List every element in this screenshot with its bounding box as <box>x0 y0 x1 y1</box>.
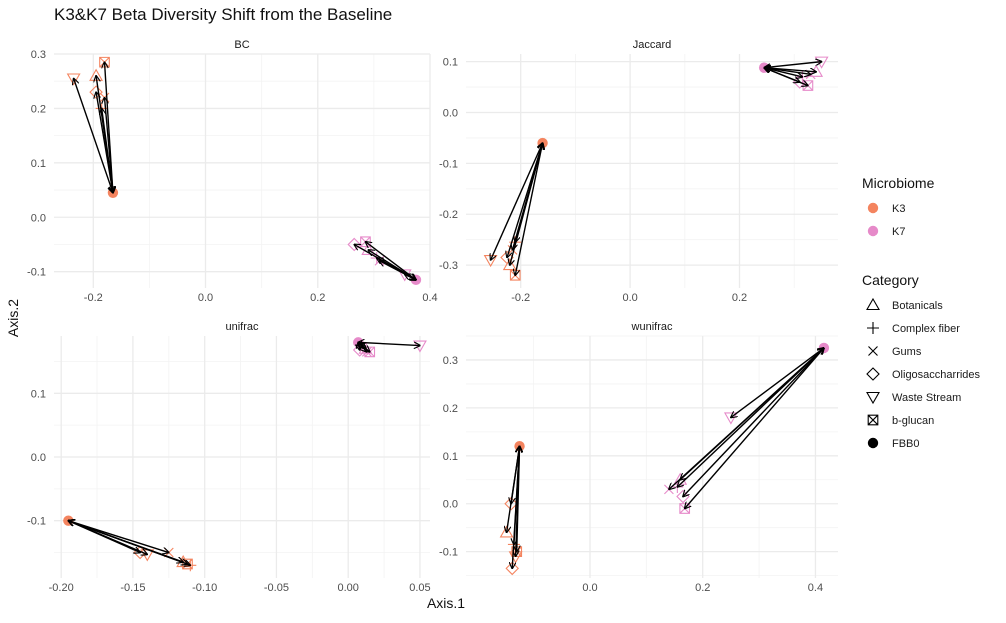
x-tick-label: -0.2 <box>511 292 530 304</box>
facet-title: BC <box>234 39 249 51</box>
shift-arrow <box>358 342 420 345</box>
shift-arrow <box>405 274 416 279</box>
legend-label: Botanicals <box>892 300 943 312</box>
facet-wunifrac: 0.0 0.2 0.4 -0.1 0.0 0.1 0.2 0.3 wunifrac <box>439 321 838 594</box>
legend: Microbiome K3 K7 Category Botanicals Complex … <box>862 175 981 450</box>
legend-title-category: Category <box>862 272 919 288</box>
legend-key-fbb0 <box>867 437 879 449</box>
x-tick-label: 0.0 <box>582 582 597 594</box>
legend-label: Gums <box>892 346 922 358</box>
shift-arrow <box>105 98 113 193</box>
x-tick-label: 0.00 <box>337 582 358 594</box>
shift-arrow <box>512 446 519 568</box>
y-tick-label: -0.2 <box>439 209 458 221</box>
y-tick-label: 0.3 <box>443 355 458 367</box>
facet-bc: -0.2 0.0 0.2 0.4 -0.1 0.0 0.1 0.2 0.3 BC <box>27 39 438 304</box>
legend-key-b-glucan <box>867 414 879 426</box>
y-tick-label: 0.0 <box>443 108 458 120</box>
legend-key-complex-fiber <box>867 322 879 334</box>
shift-arrow <box>68 521 190 566</box>
shift-arrow <box>358 342 362 347</box>
x-tick-label: -0.15 <box>120 582 145 594</box>
facet-jaccard: -0.2 0.0 0.2 -0.3 -0.2 -0.1 0.0 0.1 Jaccard <box>439 39 838 304</box>
y-tick-label: 0.2 <box>443 403 458 415</box>
x-tick-label: 0.0 <box>622 292 637 304</box>
shift-arrow <box>365 242 416 280</box>
shift-arrow <box>764 62 821 68</box>
legend-label: Waste Stream <box>892 392 961 404</box>
facet-title: unifrac <box>225 321 259 333</box>
x-tick-label: 0.2 <box>732 292 747 304</box>
y-tick-label: 0.0 <box>31 212 46 224</box>
y-tick-label: 0.2 <box>31 103 46 115</box>
x-tick-label: -0.05 <box>264 582 289 594</box>
category-point-waste-stream <box>483 254 498 268</box>
x-axis-label: Axis.1 <box>427 595 465 611</box>
y-tick-label: 0.1 <box>443 451 458 463</box>
y-tick-label: 0.1 <box>443 57 458 69</box>
x-tick-label: 0.2 <box>695 582 710 594</box>
x-tick-label: -0.10 <box>192 582 217 594</box>
shift-arrow <box>764 68 808 86</box>
facet-title: Jaccard <box>633 39 672 51</box>
x-tick-label: 0.05 <box>409 582 430 594</box>
shift-arrow <box>513 143 543 250</box>
y-tick-label: -0.1 <box>27 516 46 528</box>
shift-arrow <box>731 348 824 417</box>
legend-label: Oligosaccharrides <box>892 369 981 381</box>
facet-title: wunifrac <box>631 321 673 333</box>
y-tick-label: 0.1 <box>31 388 46 400</box>
legend-label: K7 <box>892 226 905 238</box>
y-tick-label: -0.1 <box>27 267 46 279</box>
legend-label: Complex fiber <box>892 323 960 335</box>
shift-arrow <box>685 348 824 509</box>
legend-key-gums <box>868 346 878 356</box>
legend-key-k7 <box>867 225 879 237</box>
y-tick-label: -0.1 <box>439 158 458 170</box>
facet-panels: -0.2 0.0 0.2 0.4-0.10.00.10.20.3BC-0.2 0.0 0.… <box>27 39 838 594</box>
y-tick-label: 0.0 <box>443 499 458 511</box>
chart-title: K3&K7 Beta Diversity Shift from the Base… <box>54 5 392 24</box>
y-axis-label: Axis.2 <box>5 299 21 337</box>
y-tick-label: -0.1 <box>439 547 458 559</box>
legend-key-botanicals <box>866 297 880 311</box>
y-tick-label: 0.1 <box>31 158 46 170</box>
y-tick-label: 0.3 <box>31 49 46 61</box>
facet-unifrac: -0.20 -0.15 -0.10 -0.05 0.00 0.05 -0.1 0.0 0.1 un… <box>27 321 431 594</box>
x-tick-label: 0.0 <box>198 292 213 304</box>
legend-title-microbiome: Microbiome <box>862 175 935 191</box>
y-tick-label: 0.0 <box>31 452 46 464</box>
legend-key-waste-stream <box>866 391 880 405</box>
legend-key-k3 <box>867 202 879 214</box>
legend-label: FBB0 <box>892 438 920 450</box>
legend-label: b-glucan <box>892 415 934 427</box>
shift-arrow <box>683 348 824 497</box>
legend-label: K3 <box>892 203 905 215</box>
shift-arrow <box>677 348 824 487</box>
x-tick-label: -0.20 <box>49 582 74 594</box>
shift-arrow <box>515 143 542 275</box>
legend-key-oligosaccharrides <box>866 367 880 381</box>
x-tick-label: 0.4 <box>422 292 437 304</box>
x-tick-label: -0.2 <box>84 292 103 304</box>
x-tick-label: 0.2 <box>310 292 325 304</box>
y-tick-label: -0.3 <box>439 260 458 272</box>
x-tick-label: 0.4 <box>808 582 823 594</box>
